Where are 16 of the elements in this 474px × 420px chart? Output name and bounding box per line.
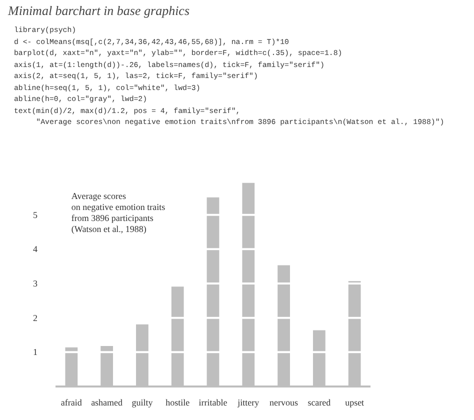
annotation: Average scores on negative emotion traits from 3896 participants (Watson et al., 1988) bbox=[71, 190, 166, 234]
x-tick-label: upset bbox=[345, 398, 365, 408]
x-tick-label: guilty bbox=[132, 398, 154, 408]
y-tick-label: 5 bbox=[33, 210, 38, 220]
x-tick-label: nervous bbox=[270, 398, 299, 408]
x-tick-label: scared bbox=[308, 398, 332, 408]
x-tick-label: ashamed bbox=[91, 398, 124, 408]
y-tick-label: 1 bbox=[33, 347, 38, 358]
x-tick-label: irritable bbox=[198, 398, 228, 408]
y-tick-label: 4 bbox=[33, 244, 38, 254]
chart-title: Minimal barchart in base graphics bbox=[8, 2, 190, 20]
y-tick-label: 3 bbox=[33, 278, 38, 288]
y-tick-label: 2 bbox=[33, 312, 38, 323]
x-tick-label: jittery bbox=[236, 398, 260, 408]
x-tick-label: afraid bbox=[60, 398, 82, 408]
x-tick-label: hostile bbox=[166, 398, 190, 408]
